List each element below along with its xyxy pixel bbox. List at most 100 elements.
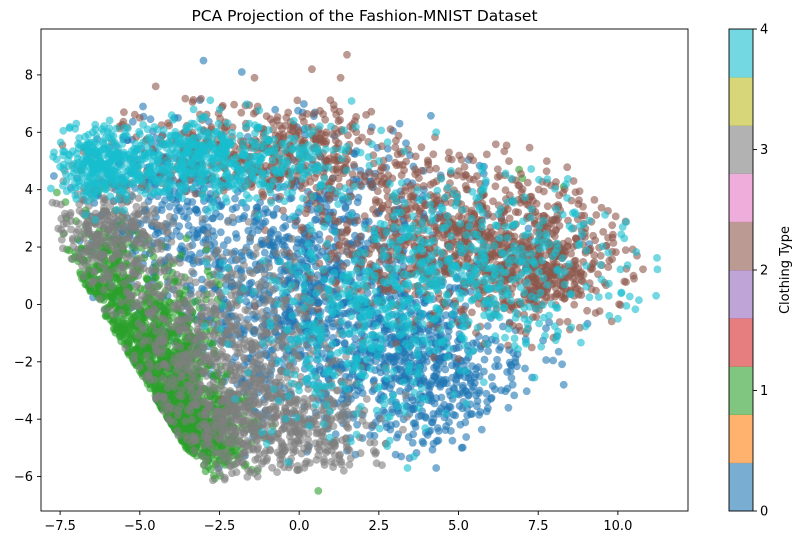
data-point (360, 212, 369, 221)
data-point (440, 400, 448, 409)
data-point (206, 465, 215, 474)
data-point (199, 56, 208, 65)
data-point (493, 165, 502, 174)
data-point (116, 332, 124, 341)
data-point (439, 379, 448, 387)
data-point (502, 141, 511, 150)
data-point (216, 228, 225, 237)
data-point (611, 212, 620, 221)
data-point (152, 273, 160, 282)
data-point (196, 249, 205, 258)
data-point (505, 214, 514, 223)
data-point (354, 193, 363, 202)
data-point (240, 212, 249, 220)
data-point (332, 254, 341, 263)
data-point (406, 192, 415, 201)
data-point (209, 214, 218, 223)
data-point (554, 347, 563, 356)
chart-title: PCA Projection of the Fashion-MNIST Data… (191, 7, 537, 25)
data-point (180, 212, 188, 221)
data-point (165, 202, 174, 211)
data-point (429, 150, 438, 159)
data-point (462, 171, 470, 180)
data-point (300, 100, 308, 108)
data-point (462, 433, 471, 441)
data-point (461, 418, 470, 427)
data-point (449, 410, 458, 419)
data-point (120, 325, 129, 334)
data-point (261, 226, 270, 235)
data-point (507, 374, 516, 382)
data-point (271, 105, 280, 114)
data-point (107, 301, 115, 309)
data-point (397, 171, 406, 180)
data-point (390, 355, 399, 363)
data-point (452, 375, 460, 384)
data-point (294, 106, 302, 115)
data-point (517, 170, 525, 178)
data-point (318, 247, 326, 256)
data-point (457, 156, 466, 164)
data-point (534, 185, 543, 194)
data-point (469, 156, 478, 165)
data-point (206, 272, 214, 280)
data-point (333, 164, 341, 172)
data-point (449, 384, 458, 392)
data-point (393, 433, 401, 442)
data-point (493, 355, 501, 364)
data-point (397, 452, 406, 461)
data-point (508, 380, 517, 389)
data-point (504, 403, 513, 412)
data-point (263, 208, 272, 217)
data-point (405, 264, 413, 273)
data-point (522, 387, 531, 396)
data-point (317, 130, 326, 139)
data-point (455, 343, 463, 352)
data-point (231, 194, 239, 203)
data-point (491, 182, 500, 191)
data-point (411, 152, 420, 161)
data-point (428, 376, 437, 385)
data-point (487, 394, 495, 403)
data-point (313, 305, 322, 314)
data-point (386, 125, 395, 134)
data-point (435, 407, 444, 416)
data-point (188, 98, 197, 106)
data-point (341, 237, 350, 246)
data-point (181, 94, 190, 103)
data-point (396, 387, 404, 395)
data-point (315, 230, 324, 239)
data-point (454, 167, 463, 176)
data-point (489, 197, 497, 206)
data-point (432, 464, 441, 472)
data-point (429, 439, 438, 448)
data-point (596, 251, 605, 260)
data-point (426, 382, 434, 391)
data-point (86, 286, 95, 295)
data-point (590, 196, 599, 204)
data-point (468, 362, 476, 370)
data-point (279, 236, 288, 245)
data-point (269, 211, 278, 220)
data-point (417, 166, 426, 175)
data-point (298, 184, 306, 193)
data-point (444, 154, 453, 163)
data-point (347, 244, 356, 253)
data-point (384, 200, 392, 209)
data-point (424, 326, 433, 335)
data-point (510, 391, 519, 400)
data-point (424, 158, 433, 167)
data-point (411, 423, 420, 431)
data-point (480, 355, 489, 364)
data-point (112, 326, 121, 335)
data-point (312, 215, 321, 224)
data-point (314, 487, 323, 495)
data-point (468, 308, 476, 317)
data-point (484, 347, 492, 355)
data-point (383, 423, 391, 432)
data-point (206, 339, 215, 348)
data-point (216, 212, 225, 221)
data-point (373, 187, 382, 196)
data-point (279, 224, 287, 232)
